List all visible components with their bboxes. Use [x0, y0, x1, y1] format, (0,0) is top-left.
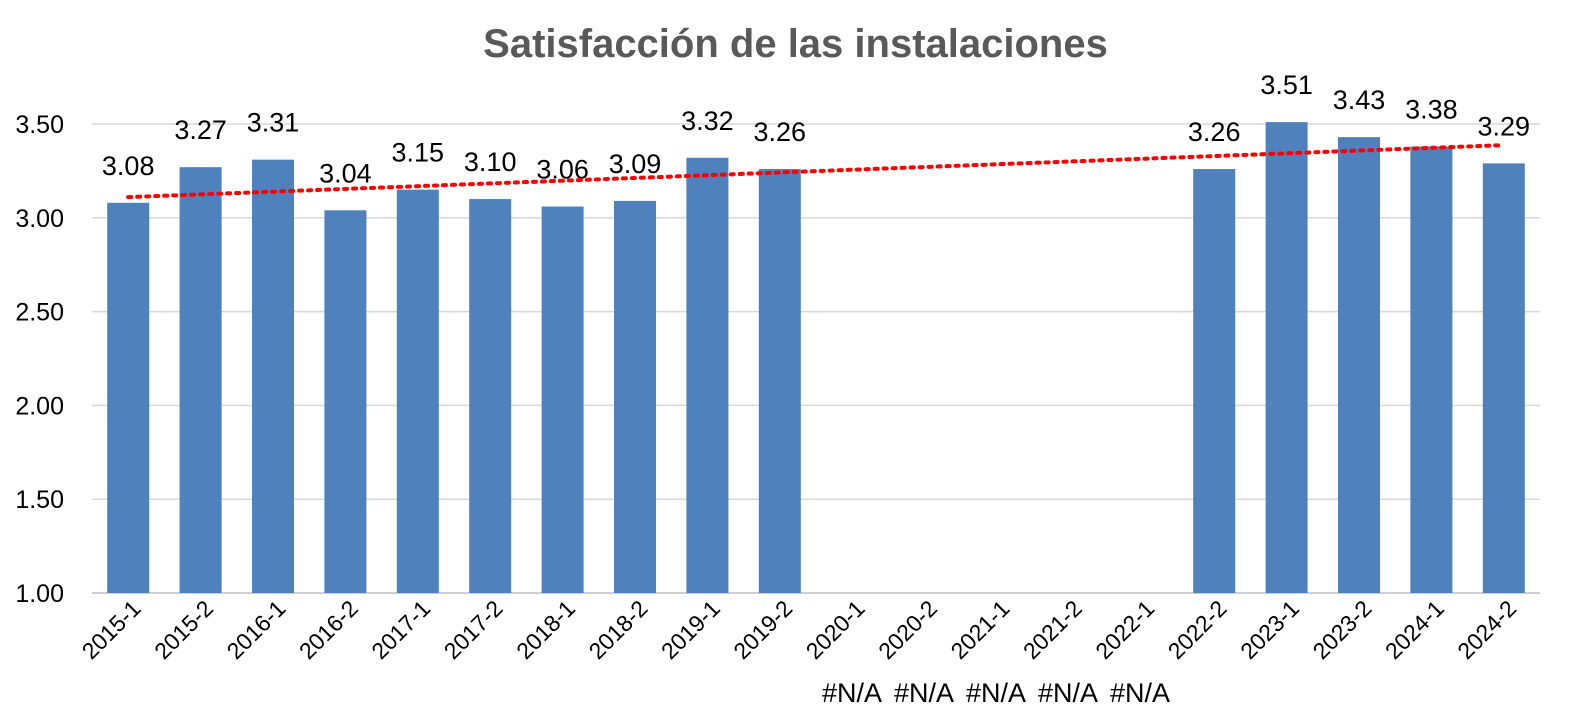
x-tick-label: 2016-1 — [222, 595, 291, 664]
y-tick-label: 2.00 — [15, 392, 64, 420]
x-tick-label: 2015-2 — [149, 595, 218, 664]
data-label: 3.32 — [681, 106, 734, 136]
x-tick-label: 2019-2 — [728, 595, 797, 664]
na-data-label: #N/A — [966, 678, 1026, 708]
bar — [1338, 137, 1380, 593]
na-data-label: #N/A — [1110, 678, 1170, 708]
y-tick-label: 3.50 — [15, 111, 64, 139]
bar — [614, 200, 656, 593]
x-tick-label: 2024-2 — [1452, 595, 1521, 664]
bar — [758, 169, 801, 594]
bar — [179, 167, 222, 593]
data-label: 3.51 — [1260, 70, 1313, 100]
data-label: 3.15 — [392, 138, 445, 168]
x-tick-label: 2020-1 — [801, 595, 870, 664]
x-tick-label: 2016-2 — [294, 595, 363, 664]
x-tick-label: 2015-1 — [77, 595, 146, 664]
x-tick-label: 2022-1 — [1090, 595, 1159, 664]
y-tick-label: 1.50 — [15, 486, 64, 514]
bar — [107, 202, 150, 594]
na-data-label: #N/A — [1038, 678, 1098, 708]
bar — [252, 159, 294, 594]
bar — [686, 157, 729, 593]
data-label: 3.26 — [754, 117, 807, 147]
data-label: 3.31 — [247, 108, 300, 138]
data-label: 3.26 — [1188, 117, 1241, 147]
x-tick-label: 2018-1 — [511, 595, 580, 664]
data-label: 3.27 — [174, 115, 227, 145]
x-tick-label: 2024-1 — [1380, 595, 1449, 664]
data-label: 3.04 — [319, 158, 372, 188]
data-label: 3.08 — [102, 151, 155, 181]
bar — [469, 199, 512, 594]
x-tick-label: 2022-2 — [1163, 595, 1232, 664]
bar — [541, 206, 584, 593]
bar — [1482, 163, 1525, 593]
data-label: 3.29 — [1478, 111, 1531, 141]
y-tick-label: 1.00 — [15, 580, 64, 608]
bar — [1265, 122, 1308, 594]
y-tick-label: 3.00 — [15, 205, 64, 233]
x-tick-label: 2023-2 — [1308, 595, 1377, 664]
na-data-label: #N/A — [894, 678, 954, 708]
x-tick-label: 2018-2 — [584, 595, 653, 664]
na-data-label: #N/A — [822, 678, 882, 708]
x-tick-label: 2017-2 — [439, 595, 508, 664]
bar — [396, 189, 439, 593]
x-tick-label: 2023-1 — [1235, 595, 1304, 664]
y-tick-label: 2.50 — [15, 299, 64, 327]
x-tick-label: 2021-2 — [1018, 595, 1087, 664]
bar — [1193, 169, 1236, 594]
x-tick-label: 2021-1 — [946, 595, 1015, 664]
bar — [324, 210, 367, 593]
data-label: 3.09 — [609, 149, 662, 179]
data-label: 3.43 — [1333, 85, 1386, 115]
data-label: 3.38 — [1405, 95, 1458, 125]
data-label: 3.10 — [464, 147, 517, 177]
trendline — [126, 143, 1506, 200]
bar — [1410, 146, 1453, 593]
chart-title: Satisfacción de las instalaciones — [483, 22, 1108, 66]
x-tick-label: 2017-1 — [366, 595, 435, 664]
x-tick-label: 2020-2 — [873, 595, 942, 664]
x-tick-label: 2019-1 — [656, 595, 725, 664]
